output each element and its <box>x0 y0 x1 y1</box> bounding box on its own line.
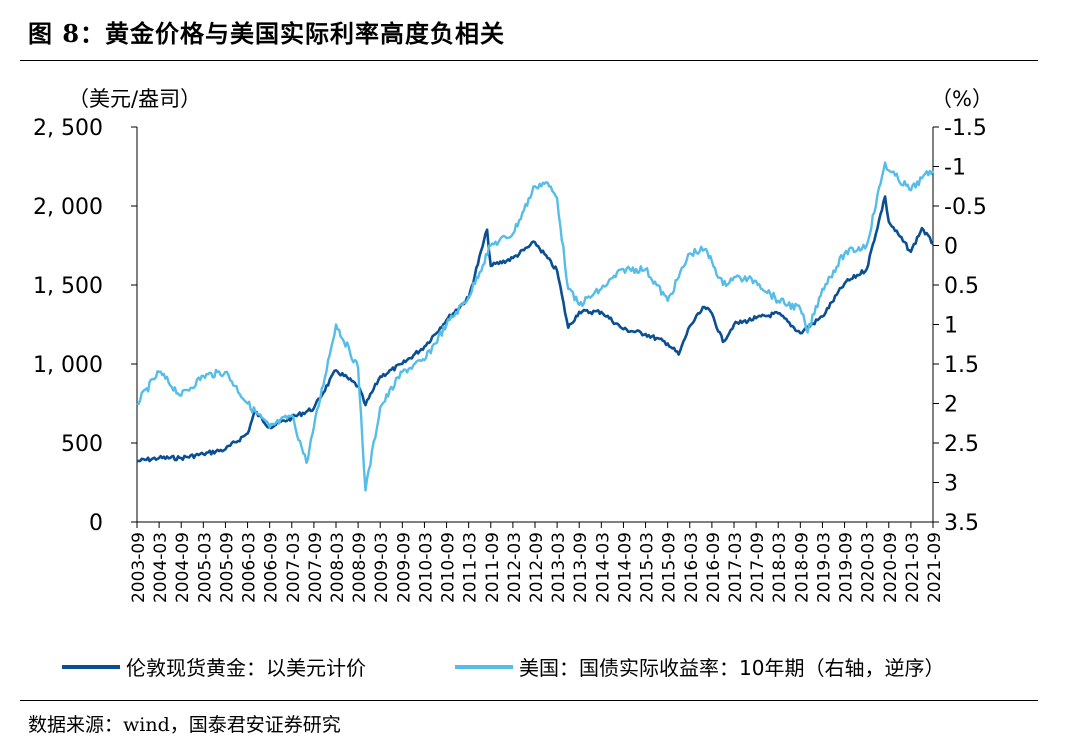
right-axis-unit: （%） <box>931 87 993 111</box>
x-tick-label: 2011-09 <box>483 532 503 603</box>
x-tick-label: 2003-09 <box>129 532 149 603</box>
x-tick-label: 2011-03 <box>461 532 481 603</box>
left-tick-label: 500 <box>61 432 103 457</box>
x-tick-label: 2021-03 <box>903 532 923 603</box>
x-tick-label: 2020-03 <box>859 532 879 603</box>
right-tick-label: -1.5 <box>944 116 987 141</box>
right-tick-label: 2 <box>944 393 958 418</box>
source-note: 数据来源：wind，国泰君安证券研究 <box>28 714 341 736</box>
x-tick-label: 2009-03 <box>372 532 392 603</box>
x-tick-label: 2020-09 <box>881 532 901 603</box>
legend-label-real-yield: 美国：国债实际收益率：10年期（右轴，逆序） <box>519 656 944 680</box>
left-tick-label: 2, 000 <box>33 195 103 220</box>
x-tick-label: 2014-03 <box>593 532 613 603</box>
x-tick-label: 2012-03 <box>505 532 525 603</box>
chart-axes: 2, 500 2, 000 1, 500 1, 000 500 0 （美元/盎司） -1.5 -… <box>33 87 993 603</box>
x-tick-label: 2014-09 <box>615 532 635 603</box>
x-tick-label: 2018-09 <box>792 532 812 603</box>
x-tick-label: 2016-03 <box>682 532 702 603</box>
right-tick-label: 0 <box>944 235 958 260</box>
figure-title: 图 8：黄金价格与美国实际利率高度负相关 <box>28 19 506 48</box>
x-tick-label: 2007-03 <box>284 532 304 603</box>
x-tick-label: 2009-09 <box>394 532 414 603</box>
x-tick-label: 2012-09 <box>527 532 547 603</box>
x-tick-label: 2006-09 <box>262 532 282 603</box>
x-tick-label: 2013-03 <box>549 532 569 603</box>
x-tick-label: 2017-03 <box>726 532 746 603</box>
x-tick-label: 2013-09 <box>571 532 591 603</box>
left-tick-label: 0 <box>89 511 103 536</box>
chart-series <box>136 161 935 492</box>
x-tick-label: 2007-09 <box>306 532 326 603</box>
chart: 2, 500 2, 000 1, 500 1, 000 500 0 （美元/盎司） -1.5 -… <box>33 87 993 680</box>
right-tick-label: -0.5 <box>944 195 987 220</box>
left-axis-unit: （美元/盎司） <box>68 87 201 111</box>
x-tick-label: 2016-09 <box>704 532 724 603</box>
x-tick-label: 2015-03 <box>638 532 658 603</box>
x-tick-label: 2018-03 <box>770 532 790 603</box>
x-tick-label: 2019-03 <box>814 532 834 603</box>
right-tick-label: 0.5 <box>944 274 979 299</box>
x-tick-label: 2017-09 <box>748 532 768 603</box>
source-divider <box>20 700 1038 701</box>
right-tick-label: 1.5 <box>944 353 979 378</box>
x-tick-label: 2004-09 <box>173 532 193 603</box>
x-tick-label: 2004-03 <box>151 532 171 603</box>
x-tick-label: 2019-09 <box>837 532 857 603</box>
x-tick-label: 2010-03 <box>416 532 436 603</box>
right-tick-label: -1 <box>944 156 966 181</box>
right-tick-label: 2.5 <box>944 432 979 457</box>
x-tick-label: 2005-09 <box>217 532 237 603</box>
x-tick-label: 2005-03 <box>195 532 215 603</box>
series-line-gold-price <box>136 195 934 463</box>
title-divider <box>20 60 1038 61</box>
chart-legend: 伦敦现货黄金：以美元计价 美国：国债实际收益率：10年期（右轴，逆序） <box>62 656 944 680</box>
right-tick-label: 3 <box>944 472 958 497</box>
left-tick-label: 1, 000 <box>33 353 103 378</box>
right-tick-label: 1 <box>944 314 958 339</box>
left-tick-label: 1, 500 <box>33 274 103 299</box>
x-tick-label: 2015-09 <box>660 532 680 603</box>
legend-label-gold-price: 伦敦现货黄金：以美元计价 <box>126 656 366 680</box>
x-tick-label: 2008-09 <box>350 532 370 603</box>
x-tick-label: 2021-09 <box>925 532 945 603</box>
x-tick-label: 2010-09 <box>439 532 459 603</box>
right-tick-label: 3.5 <box>944 511 979 536</box>
left-tick-label: 2, 500 <box>33 116 103 141</box>
series-line-real-yield <box>136 161 935 492</box>
x-tick-label: 2006-03 <box>240 532 260 603</box>
x-tick-label: 2008-03 <box>328 532 348 603</box>
